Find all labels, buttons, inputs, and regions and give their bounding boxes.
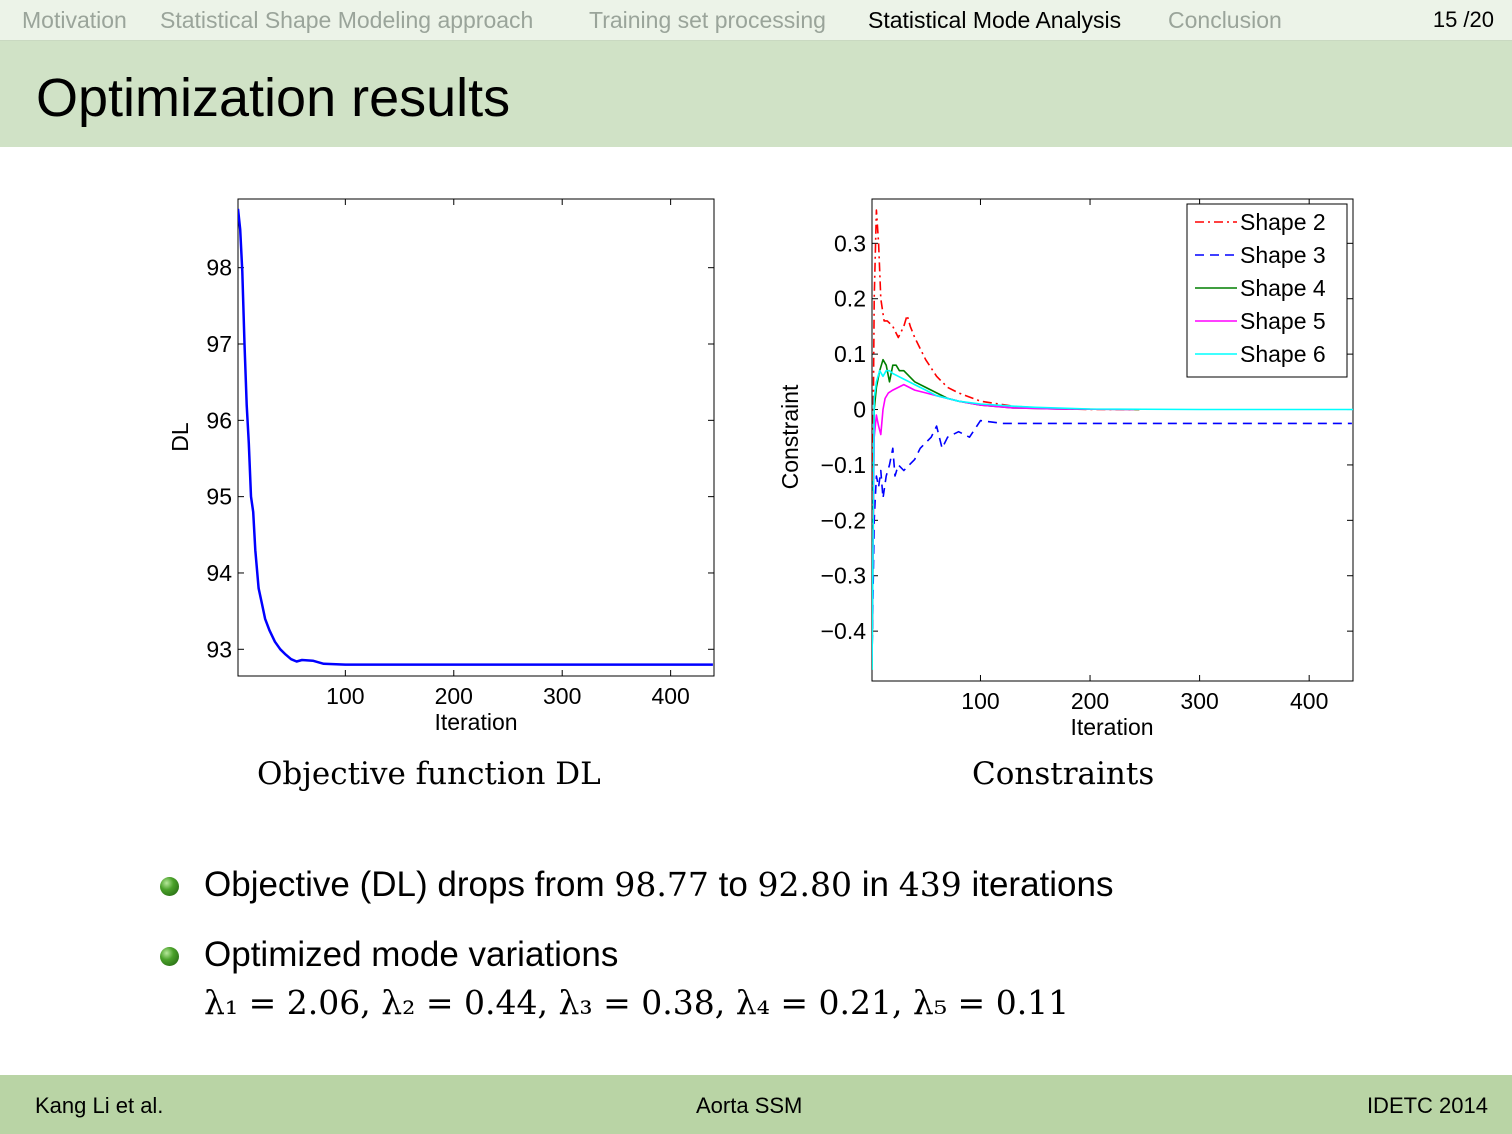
bullet-text: Objective (DL) drops from [204,865,615,904]
iteration-count: 439 [898,865,962,904]
lambda-values: λ₁ = 2.06, λ₂ = 0.44, λ₃ = 0.38, λ₄ = 0.… [204,983,1070,1022]
x-tick-label: 100 [961,688,999,714]
dl-end-value: 92.80 [757,865,853,904]
y-tick-label: 0.2 [834,286,866,312]
y-axis-label: Constraint [777,384,803,489]
dl-start-value: 98.77 [614,865,709,904]
x-axis-label: Iteration [1070,714,1153,740]
bullet-list: Objective (DL) drops from 98.77 to 92.80… [160,862,1113,1050]
x-tick-label: 200 [435,683,473,709]
y-tick-label: 0.1 [834,341,866,367]
x-tick-label: 300 [1180,688,1218,714]
y-tick-label: 97 [206,331,232,357]
series-line-shape-5 [872,383,1134,659]
bullet-item-mode-variations: Optimized mode variations λ₁ = 2.06, λ₂ … [160,932,1113,1026]
bullet-text: to [708,865,758,904]
bullet-text: in [852,865,899,904]
series-line-dl [238,208,713,666]
slide-title: Optimization results [36,68,511,128]
bullet-text: iterations [961,865,1114,904]
legend-box [1186,203,1348,378]
bullet-icon [160,947,179,966]
caption-objective: Objective function DL [257,756,601,792]
x-tick-label: 300 [543,683,581,709]
series-line-shape-2 [872,209,1140,576]
caption-constraints: Constraints [972,756,1155,792]
title-band: Optimization results [0,41,1512,147]
legend-entry: Shape 2 [1240,209,1326,235]
nav-item-ssm-approach[interactable]: Statistical Shape Modeling approach [160,7,534,33]
y-tick-label: −0.1 [821,452,866,478]
x-axis-label: Iteration [434,709,517,735]
x-tick-label: 400 [651,683,689,709]
nav-item-conclusion[interactable]: Conclusion [1168,7,1282,33]
chart-objective-dl: 100 200 300 400 93 94 95 96 97 98 Iteration DL [167,198,715,735]
y-tick-label: 96 [206,407,232,433]
plot-frame [237,198,715,677]
y-tick-label: −0.4 [821,618,867,644]
footer-title: Aorta SSM [696,1093,803,1118]
y-tick-label: 0 [853,397,866,423]
charts-area: 100 200 300 400 93 94 95 96 97 98 Iteration DL 100 20… [167,198,1354,740]
chart-constraints: 100 200 300 400 −0.4 −0.3 −0.2 −0.1 0 0.1 0.2 0.3 It… [777,198,1354,740]
y-tick-label: 94 [206,560,232,586]
x-tick-label: 100 [326,683,364,709]
footer-author: Kang Li et al. [35,1093,164,1118]
series-line-shape-3 [872,419,1352,659]
section-navigation: Motivation Statistical Shape Modeling ap… [0,0,1512,41]
series-line-shape-6 [872,369,1353,670]
footer-band: Kang Li et al. Aorta SSM IDETC 2014 [0,1075,1512,1134]
x-tick-label: 200 [1071,688,1109,714]
bullet-icon [160,877,179,896]
bullet-item-dl-drop: Objective (DL) drops from 98.77 to 92.80… [160,862,1113,908]
y-tick-label: 95 [206,484,232,510]
y-tick-label: 98 [206,255,232,281]
y-tick-label: 93 [206,636,232,662]
bullet-text: Optimized mode variations [204,935,619,974]
legend-entry: Shape 6 [1240,341,1326,367]
legend-entry: Shape 3 [1240,242,1326,268]
nav-item-mode-analysis[interactable]: Statistical Mode Analysis [868,7,1122,33]
footer-venue: IDETC 2014 [1366,1093,1488,1118]
y-tick-label: −0.2 [821,507,866,533]
legend-entry: Shape 4 [1240,275,1326,301]
y-tick-label: 0.3 [834,230,866,256]
page-number: 15 /20 [1432,7,1494,32]
x-tick-label: 400 [1290,688,1328,714]
legend-entry: Shape 5 [1240,308,1326,334]
y-tick-label: −0.3 [821,563,866,589]
y-axis-label: DL [167,422,193,452]
nav-item-training-set[interactable]: Training set processing [589,7,826,33]
nav-item-motivation[interactable]: Motivation [22,7,127,33]
